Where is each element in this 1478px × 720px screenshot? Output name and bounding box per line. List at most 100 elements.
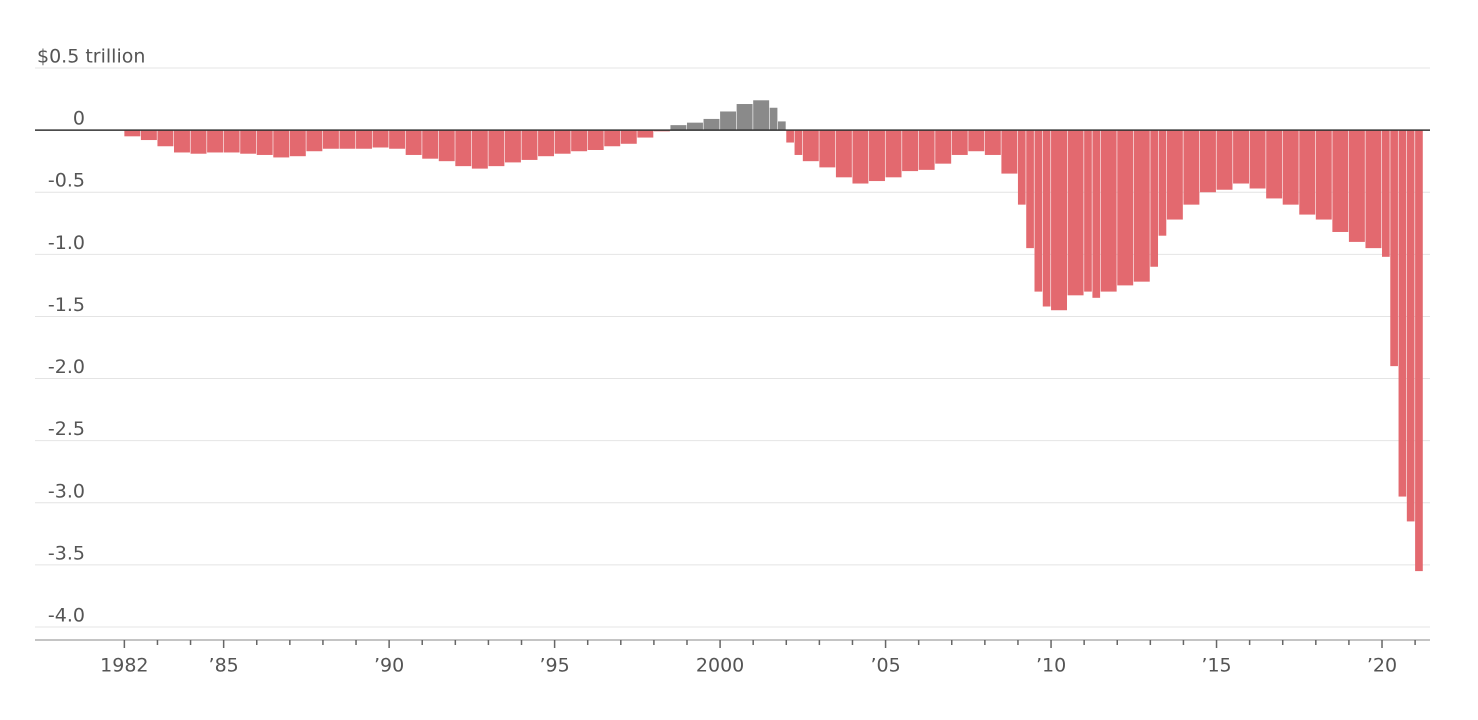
bar [1315,130,1332,220]
y-tick-label: $0.5 trillion [37,46,145,68]
bar [1183,130,1200,205]
bar [1415,130,1423,572]
bar [1092,130,1101,298]
bar [869,130,885,182]
bar [835,130,852,178]
x-tick-label: ’90 [374,655,404,677]
bar [322,130,339,149]
y-tick-label: -0.5 [48,170,85,192]
bar [1406,130,1415,522]
bar [1382,130,1390,257]
bar [554,130,571,154]
x-tick-label: 2000 [696,655,744,677]
bar [1117,130,1134,286]
y-tick-label: -3.0 [48,480,85,502]
bar [389,130,406,149]
bar [1042,130,1051,307]
x-tick-label: 1982 [100,655,148,677]
bar [256,130,273,155]
bar [1348,130,1365,242]
bar [935,130,952,164]
bar [471,130,488,169]
bar [902,130,919,172]
bar [1017,130,1026,205]
bar [703,118,720,131]
bar [190,130,207,154]
bar [1051,130,1067,311]
bar [1150,130,1159,267]
bar [968,130,985,152]
bar [372,130,389,148]
bar [720,111,737,131]
bar [306,130,323,152]
bar [794,130,803,155]
bar [918,130,935,170]
bar [1332,130,1349,232]
bar [1365,130,1382,249]
bar [852,130,869,184]
bar [1067,130,1084,296]
y-tick-label: -1.0 [48,232,85,254]
bar [587,130,604,150]
bar [786,130,794,143]
bar [223,130,240,153]
y-tick-label: -2.5 [48,418,85,440]
bar [207,130,224,153]
bar [405,130,422,155]
bar [1249,130,1266,189]
bar [339,130,356,149]
bar [1100,130,1117,292]
y-tick-label: -4.0 [48,605,85,627]
bar [951,130,968,155]
bar [885,130,902,178]
bar [438,130,455,162]
bar [422,130,439,159]
bar [521,130,538,160]
bar [604,130,621,147]
bar [1398,130,1407,497]
y-tick-label: 0 [73,108,85,130]
bar [1001,130,1018,174]
bar [670,125,687,131]
bar [736,104,753,131]
bar [488,130,505,167]
x-tick-label: ’10 [1036,655,1066,677]
x-tick-label: ’95 [539,655,569,677]
bar [753,100,770,131]
x-tick-label: ’85 [209,655,239,677]
y-tick-label: -3.5 [48,542,85,564]
bar [1199,130,1216,193]
bar [1233,130,1250,184]
bar [802,130,819,162]
bar [289,130,306,157]
bar [240,130,257,154]
x-tick-label: ’15 [1201,655,1231,677]
bar [1034,130,1043,292]
bar [1216,130,1233,190]
bar [1299,130,1316,215]
bar [1166,130,1183,220]
bar [124,130,141,137]
bar [1084,130,1092,292]
x-tick-label: ’05 [870,655,900,677]
bar [1390,130,1398,367]
bar [504,130,521,163]
bar [637,130,654,138]
y-tick-label: -2.0 [48,356,85,378]
bar [140,130,157,141]
x-tick-label: ’20 [1367,655,1397,677]
bar [1266,130,1283,199]
bar [620,130,637,144]
bar [538,130,555,157]
bar [1282,130,1299,205]
bar [1158,130,1167,236]
bar [455,130,472,167]
bar [571,130,588,152]
bar [1133,130,1150,282]
bar [984,130,1001,155]
bar [778,121,786,131]
bar [157,130,174,147]
bar [686,122,703,131]
bar [174,130,190,153]
